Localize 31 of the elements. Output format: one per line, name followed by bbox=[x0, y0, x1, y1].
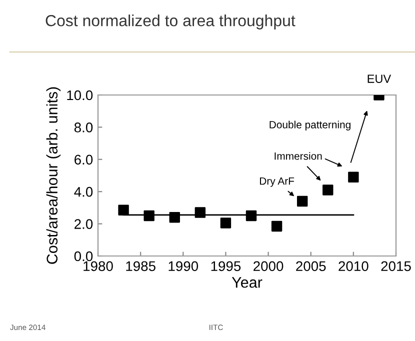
point bbox=[348, 172, 359, 182]
x-tick-label: 1980 bbox=[84, 261, 113, 272]
x-tick-label: 2015 bbox=[381, 261, 411, 272]
x-tick-label: 2005 bbox=[296, 261, 326, 272]
point bbox=[220, 218, 232, 228]
y-tick-label: 4.0 bbox=[74, 186, 93, 197]
y-axis-title: Cost/area/hour (arb. units) bbox=[46, 87, 61, 264]
point bbox=[322, 184, 334, 196]
x-axis-title: Year bbox=[232, 277, 262, 288]
x-tick-label: 2010 bbox=[338, 261, 368, 272]
y-tick-label: 0.0 bbox=[74, 251, 93, 262]
y-tick-label: 2.0 bbox=[74, 219, 93, 229]
point bbox=[194, 207, 206, 218]
x-tick-label: 2000 bbox=[254, 261, 284, 272]
x-tick-label: 1985 bbox=[126, 261, 156, 272]
point bbox=[144, 210, 154, 222]
annotation: Double patterning bbox=[270, 120, 350, 130]
point bbox=[118, 204, 129, 216]
point bbox=[296, 196, 308, 207]
point bbox=[169, 212, 180, 223]
annotation: Dry ArF bbox=[260, 177, 294, 187]
annotation: EUV bbox=[368, 74, 392, 83]
point bbox=[246, 210, 257, 222]
y-tick-label: 8.0 bbox=[74, 122, 93, 132]
annotation: Immersion bbox=[274, 152, 322, 160]
point bbox=[271, 220, 282, 232]
chart-title: Cost normalized to area throughput bbox=[46, 14, 296, 30]
y-tick-label: 6.0 bbox=[74, 154, 93, 165]
x-tick-label: 1990 bbox=[168, 261, 198, 272]
y-tick-label: 10.0 bbox=[67, 90, 93, 100]
x-tick-label: 1995 bbox=[211, 261, 241, 272]
